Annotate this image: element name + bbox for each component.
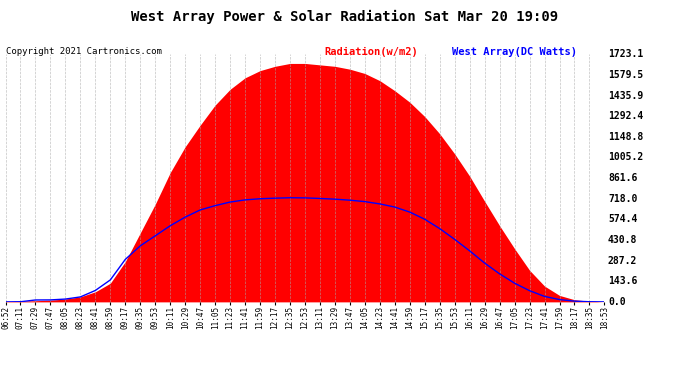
Text: 1292.4: 1292.4 [608,111,643,121]
Text: West Array Power & Solar Radiation Sat Mar 20 19:09: West Array Power & Solar Radiation Sat M… [131,9,559,24]
Text: 143.6: 143.6 [608,276,638,286]
Text: 861.6: 861.6 [608,173,638,183]
Text: 718.0: 718.0 [608,194,638,204]
Text: 574.4: 574.4 [608,214,638,224]
Text: 1148.8: 1148.8 [608,132,643,142]
Text: 1723.1: 1723.1 [608,50,643,59]
Text: 1435.9: 1435.9 [608,91,643,101]
Text: 287.2: 287.2 [608,256,638,266]
Text: 1005.2: 1005.2 [608,153,643,162]
Text: Copyright 2021 Cartronics.com: Copyright 2021 Cartronics.com [6,47,161,56]
Text: Radiation(w/m2): Radiation(w/m2) [324,47,418,57]
Text: West Array(DC Watts): West Array(DC Watts) [452,47,577,57]
Text: 0.0: 0.0 [608,297,626,307]
Text: 430.8: 430.8 [608,235,638,245]
Text: 1579.5: 1579.5 [608,70,643,80]
